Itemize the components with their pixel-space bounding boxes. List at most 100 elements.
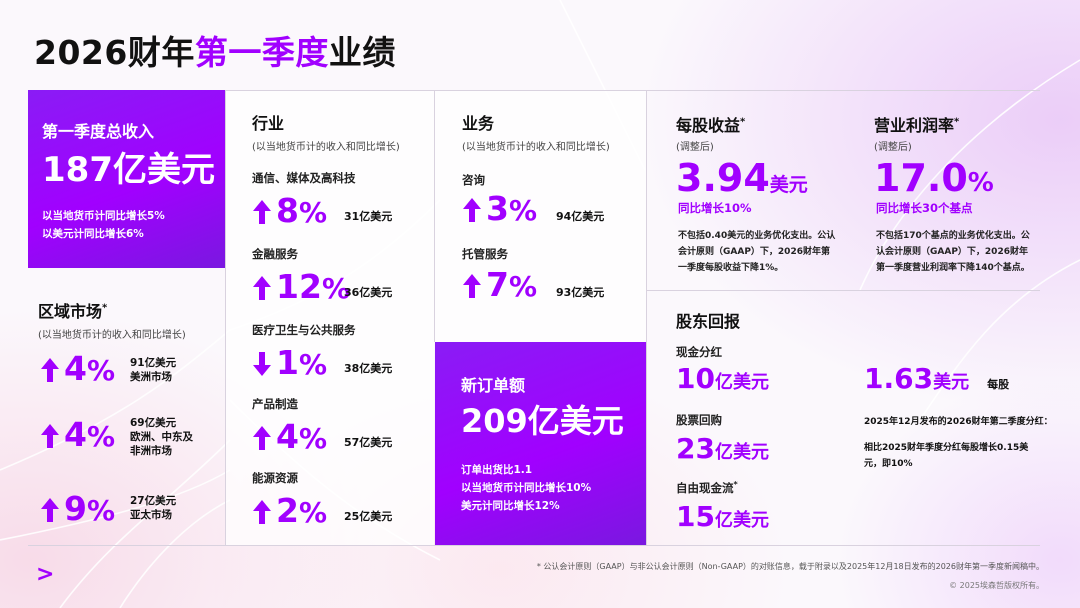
regions-title-text: 区域市场 xyxy=(38,302,103,321)
divider-mid xyxy=(434,90,435,342)
region-pct: 4% xyxy=(64,415,116,454)
region-pct-value: 4 xyxy=(64,415,87,454)
bookings-value: 209亿美元 xyxy=(461,402,624,440)
bookings-growth-local: 以当地货币计同比增长10% xyxy=(461,482,592,494)
arrow-up-icon xyxy=(462,273,482,299)
logo-icon: > xyxy=(36,562,55,587)
eps-value-num: 3.94 xyxy=(676,156,770,200)
region-name: 亚太市场 xyxy=(130,509,172,521)
buyback-unit: 亿美元 xyxy=(714,442,769,463)
region-metric: 4% xyxy=(40,418,115,454)
copyright: © 2025埃森哲版权所有。 xyxy=(949,581,1044,590)
fcf-label: 自由现金流* xyxy=(676,480,738,496)
industries-title: 行业 xyxy=(252,114,285,133)
eps-section: 每股收益* (调整后) xyxy=(676,112,745,153)
arrow-up-icon xyxy=(40,497,60,523)
industry-amount: 25亿美元 xyxy=(344,510,393,523)
industry-item-hps: 医疗卫生与公共服务 1% 38亿美元 xyxy=(252,322,392,381)
region-name: 美洲市场 xyxy=(130,371,172,383)
industry-amount: 31亿美元 xyxy=(344,210,393,223)
revenue-label: 第一季度总收入 xyxy=(42,122,155,141)
industry-pct-value: 4 xyxy=(276,417,299,456)
eps-subtitle: (调整后) xyxy=(676,142,714,153)
business-metric: 3% xyxy=(462,192,537,228)
industry-amount: 57亿美元 xyxy=(344,436,393,449)
shareholder-title: 股东回报 xyxy=(676,312,741,331)
business-subtitle: (以当地货币计的收入和同比增长) xyxy=(462,142,610,153)
industry-amount: 36亿美元 xyxy=(344,286,393,299)
arrow-up-icon xyxy=(252,425,272,451)
margin-title-mark: * xyxy=(954,116,960,128)
industry-pct: 1% xyxy=(276,343,328,382)
margin-section: 营业利润率* (调整后) xyxy=(874,112,959,153)
regions-section: 区域市场* (以当地货币计的收入和同比增长) xyxy=(38,298,186,341)
bookings-ratio: 订单出货比1.1 xyxy=(461,464,533,476)
per-share-unit: 美元 xyxy=(933,372,970,393)
industry-item-resources: 能源资源 2% 25亿美元 xyxy=(252,470,392,529)
industry-metric: 12% xyxy=(252,270,350,306)
arrow-up-icon xyxy=(252,499,272,525)
industry-pct: 12% xyxy=(276,267,350,306)
margin-value: 17.0% xyxy=(874,156,994,200)
dividend-value: 10亿美元 xyxy=(676,362,769,395)
region-pct: 9% xyxy=(64,489,116,528)
per-share-desc: 2025年12月发布的2026财年第二季度分红： xyxy=(864,417,1053,427)
regions-title-mark: * xyxy=(102,302,108,314)
arrow-down-icon xyxy=(252,351,272,377)
bookings-growth-usd: 美元计同比增长12% xyxy=(461,500,560,512)
industry-item-fs: 金融服务 12% 36亿美元 xyxy=(252,246,392,305)
business-pct-value: 7 xyxy=(486,265,509,304)
region-amount: 91亿美元 xyxy=(130,357,177,369)
industries-header: 行业 (以当地货币计的收入和同比增长) xyxy=(252,110,400,153)
eps-growth: 同比增长10% xyxy=(678,201,752,215)
margin-title: 营业利润率* xyxy=(874,112,959,136)
business-pct: 3% xyxy=(486,189,538,228)
business-title: 业务 xyxy=(462,114,495,133)
eps-note: 不包括0.40美元的业务优化支出。公认会计原则（GAAP）下，2026财年第一季… xyxy=(678,231,836,273)
revenue-growth-local: 以当地货币计同比增长5% xyxy=(42,210,165,222)
divider-right-h xyxy=(646,290,1040,291)
industry-pct-value: 12 xyxy=(276,267,322,306)
region-metric: 9% xyxy=(40,492,115,528)
arrow-up-icon xyxy=(462,197,482,223)
margin-growth: 同比增长30个基点 xyxy=(876,201,973,215)
dividend-label: 现金分红 xyxy=(676,345,722,359)
per-share-compare: 相比2025财年季度分红每股增长0.15美元，即10% xyxy=(864,443,1029,469)
per-share-suffix: 每股 xyxy=(987,378,1010,391)
page-title: 2026财年第一季度业绩 xyxy=(34,26,396,74)
industry-name: 金融服务 xyxy=(252,247,298,261)
industry-pct-value: 8 xyxy=(276,191,299,230)
arrow-up-icon xyxy=(252,275,272,301)
industry-name: 通信、媒体及高科技 xyxy=(252,171,356,185)
fcf-unit: 亿美元 xyxy=(714,510,769,531)
regions-subtitle: (以当地货币计的收入和同比增长) xyxy=(38,330,186,341)
eps-value-unit: 美元 xyxy=(769,174,808,196)
business-pct: 7% xyxy=(486,265,538,304)
business-pct-value: 3 xyxy=(486,189,509,228)
arrow-up-icon xyxy=(252,199,272,225)
industry-metric: 2% xyxy=(252,494,327,530)
buyback-label: 股票回购 xyxy=(676,413,722,427)
title-highlight: 第一季度 xyxy=(194,33,329,72)
industries-subtitle: (以当地货币计的收入和同比增长) xyxy=(252,142,400,153)
arrow-up-icon xyxy=(40,423,60,449)
fcf-label-text: 自由现金流 xyxy=(676,481,734,495)
business-name: 咨询 xyxy=(462,173,485,187)
industry-pct: 8% xyxy=(276,191,328,230)
bookings-label: 新订单额 xyxy=(461,376,526,395)
title-suffix: 业绩 xyxy=(328,33,396,72)
industry-name: 能源资源 xyxy=(252,471,298,485)
fcf-num: 15 xyxy=(676,500,715,533)
industry-metric: 8% xyxy=(252,194,327,230)
per-share-num: 1.63 xyxy=(864,362,934,395)
industry-metric: 1% xyxy=(252,346,327,382)
business-item-consulting: 咨询 3% 94亿美元 xyxy=(462,172,604,227)
region-metric: 4% xyxy=(40,352,115,388)
buyback-num: 23 xyxy=(676,432,715,465)
industry-pct-value: 1 xyxy=(276,343,299,382)
business-metric: 7% xyxy=(462,268,537,304)
industry-pct-value: 2 xyxy=(276,491,299,530)
divider-right xyxy=(646,90,647,545)
industries-panel xyxy=(226,91,434,545)
per-share-dividend: 1.63美元 每股 xyxy=(864,362,1009,395)
